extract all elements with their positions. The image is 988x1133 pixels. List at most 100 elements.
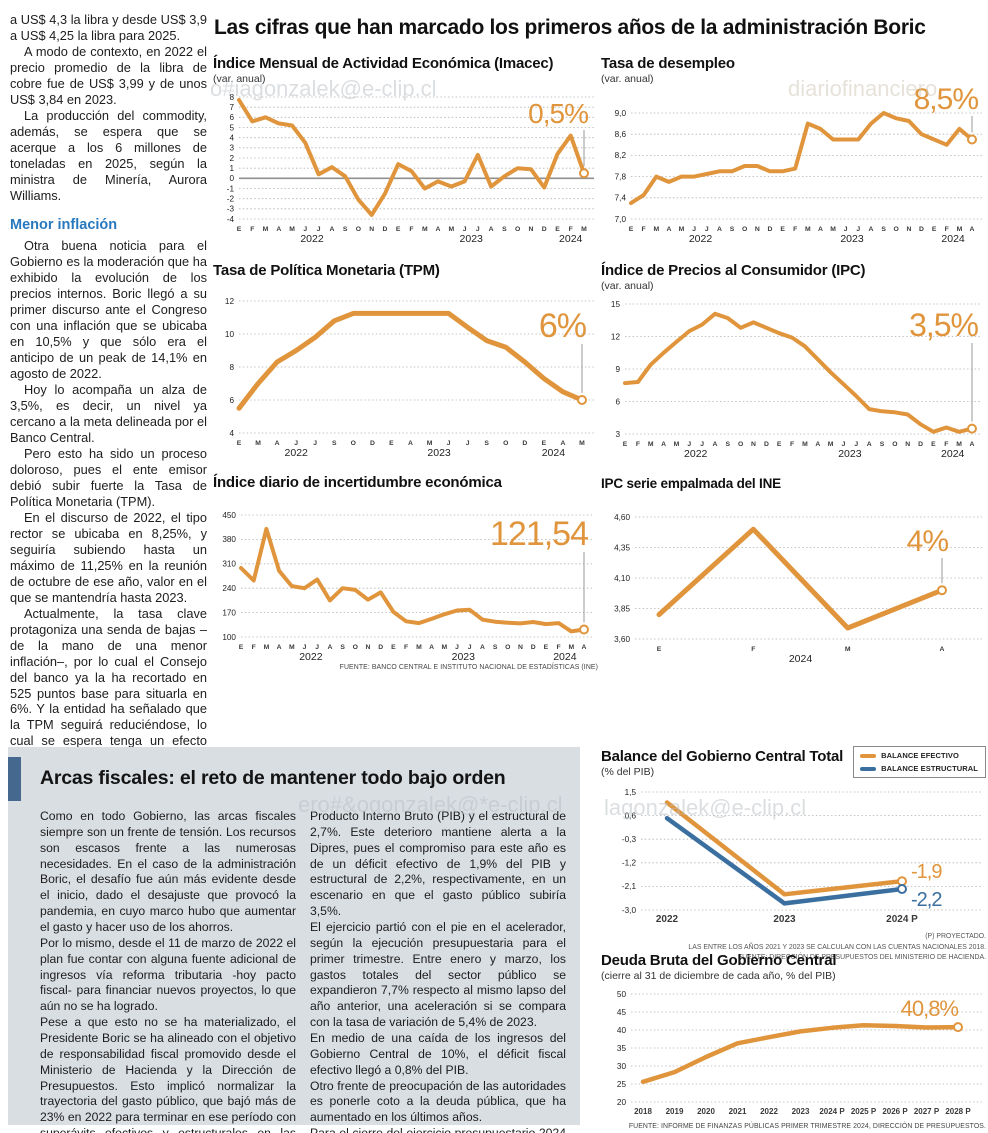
svg-text:170: 170 (222, 608, 236, 617)
svg-text:A: A (277, 644, 282, 651)
chart-tpm: Tasa de Política Monetaria (TPM) 12 10 8 6 4… (213, 262, 598, 459)
svg-text:D: D (764, 441, 769, 448)
svg-text:2022: 2022 (656, 914, 679, 925)
chart-subtitle: (cierre al 31 de diciembre de cada año, … (601, 970, 836, 982)
svg-text:-3: -3 (227, 205, 235, 214)
footnote: (P) PROYECTADO. (925, 933, 986, 940)
svg-text:M: M (648, 441, 654, 448)
chart-title: Deuda Bruta del Gobierno Central (601, 952, 837, 969)
chart-incertidumbre: Índice diario de incertidumbre económica… (213, 474, 598, 671)
svg-text:40,8%: 40,8% (901, 996, 959, 1021)
svg-text:J: J (856, 226, 860, 233)
article-paragraph: Pese a que esto no se ha materializado, … (40, 1015, 296, 1133)
svg-text:E: E (657, 646, 662, 653)
chart-title: Índice de Precios al Consumidor (IPC) (601, 262, 866, 279)
svg-text:E: E (555, 226, 560, 233)
svg-text:A: A (275, 440, 280, 447)
svg-text:8: 8 (229, 93, 234, 102)
svg-text:J: J (854, 441, 858, 448)
svg-text:J: J (476, 226, 480, 233)
article-paragraph: Producto Interno Bruto (PIB) y el estruc… (310, 809, 566, 919)
balance-line-chart: 1,5 0,6 -0,3 -1,2 -2,1 -3,0 2022 2023 2024 P -1,9… (601, 782, 986, 930)
left-article-column: a US$ 4,3 la libra y desde US$ 3,9 a US$… (10, 12, 207, 813)
svg-text:M: M (805, 226, 811, 233)
svg-text:30: 30 (617, 1062, 627, 1071)
svg-text:0: 0 (229, 174, 234, 183)
chart-subtitle: (var. anual) (601, 280, 654, 292)
svg-text:2023: 2023 (840, 233, 864, 245)
svg-text:E: E (389, 440, 394, 447)
arcas-fiscales-panel: Arcas fiscales: el reto de mantener todo… (8, 747, 580, 1133)
svg-text:2024: 2024 (542, 447, 566, 459)
article-paragraph: Como en todo Gobierno, las arcas fiscale… (40, 809, 296, 935)
svg-text:3,60: 3,60 (614, 635, 630, 644)
svg-text:M: M (674, 441, 680, 448)
svg-text:M: M (289, 644, 295, 651)
svg-text:1: 1 (229, 164, 234, 173)
svg-text:F: F (944, 441, 948, 448)
svg-text:M: M (579, 440, 585, 447)
svg-text:E: E (780, 226, 785, 233)
svg-text:N: N (906, 226, 911, 233)
svg-text:E: E (629, 226, 634, 233)
legend-label: BALANCE ESTRUCTURAL (881, 764, 978, 773)
svg-text:M: M (679, 226, 685, 233)
svg-text:F: F (793, 226, 797, 233)
chart-title: IPC serie empalmada del INE (601, 476, 781, 491)
svg-text:F: F (409, 226, 413, 233)
svg-text:-2,2: -2,2 (911, 889, 942, 911)
svg-text:2022: 2022 (760, 1107, 778, 1116)
svg-text:J: J (463, 226, 467, 233)
svg-text:S: S (332, 440, 337, 447)
chart-source: FUENTE: BANCO CENTRAL E INSTITUTO NACION… (339, 664, 598, 671)
svg-text:J: J (692, 226, 696, 233)
chart-ipc-serie-empalmada: IPC serie empalmada del INE 4,60 4,35 4,10… (601, 476, 986, 665)
chart-subtitle: (var. anual) (213, 73, 266, 85)
section-heading: Menor inflación (10, 216, 118, 233)
svg-text:N: N (755, 226, 760, 233)
svg-text:N: N (905, 441, 910, 448)
svg-text:2027 P: 2027 P (914, 1107, 940, 1116)
svg-text:E: E (396, 226, 401, 233)
svg-text:8: 8 (229, 363, 234, 372)
svg-text:2023: 2023 (838, 448, 862, 460)
panel-column-left: Como en todo Gobierno, las arcas fiscale… (40, 809, 296, 1133)
svg-text:D: D (767, 226, 772, 233)
svg-text:J: J (315, 644, 319, 651)
svg-text:A: A (489, 226, 494, 233)
svg-text:F: F (557, 644, 561, 651)
svg-text:M: M (263, 226, 269, 233)
svg-text:4: 4 (229, 429, 234, 438)
svg-text:A: A (666, 226, 671, 233)
article-paragraph: La producción del commodity, además, se … (10, 107, 207, 203)
chart-deuda-bruta: Deuda Bruta del Gobierno Central (cierre… (601, 952, 986, 1130)
svg-text:A: A (717, 226, 722, 233)
svg-text:5: 5 (229, 123, 234, 132)
svg-text:J: J (466, 440, 470, 447)
svg-text:M: M (830, 226, 836, 233)
svg-text:J: J (705, 226, 709, 233)
svg-text:10: 10 (225, 330, 235, 339)
svg-text:O: O (351, 440, 356, 447)
legend-swatch-orange (860, 753, 877, 758)
svg-text:E: E (931, 441, 936, 448)
svg-text:25: 25 (617, 1080, 627, 1089)
svg-text:7,4: 7,4 (615, 194, 627, 203)
ipc-ine-line-chart: 4,60 4,35 4,10 3,85 3,60 E F M A 2024 4% (601, 503, 986, 665)
svg-text:A: A (560, 440, 565, 447)
svg-text:3,85: 3,85 (614, 604, 630, 613)
svg-text:4,10: 4,10 (614, 574, 630, 583)
svg-text:D: D (919, 226, 924, 233)
svg-text:M: M (448, 226, 454, 233)
svg-text:J: J (317, 226, 321, 233)
svg-text:100: 100 (222, 633, 236, 642)
svg-text:S: S (726, 441, 731, 448)
svg-text:F: F (945, 226, 949, 233)
chart-subtitle: (% del PIB) (601, 766, 655, 778)
article-paragraph: Otro frente de preocupación de las autor… (310, 1078, 566, 1125)
svg-text:45: 45 (617, 1008, 627, 1017)
svg-text:N: N (366, 644, 371, 651)
svg-text:8,2: 8,2 (615, 151, 627, 160)
svg-text:2022: 2022 (300, 233, 324, 245)
svg-text:A: A (867, 441, 872, 448)
